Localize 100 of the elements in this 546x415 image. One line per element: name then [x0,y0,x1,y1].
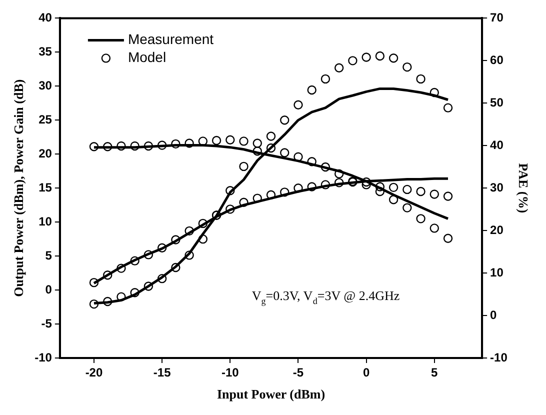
point [157,274,167,284]
y-tick-label: 25 [38,112,52,126]
point [348,56,358,66]
y-tick-label: 20 [38,146,52,160]
point [307,85,316,95]
point [334,169,344,178]
y-tick-label: 10 [38,214,52,228]
point [402,62,412,72]
x-axis-title: Input Power (dBm) [216,386,326,402]
y2-axis-title: PAE (%) [516,163,531,214]
point [388,195,398,204]
point [116,292,126,302]
y2-tick-label: 30 [490,180,504,194]
y2-tick-label: 40 [490,138,504,152]
point [103,296,112,306]
x-tick-label: -20 [85,366,103,380]
legend-label: Model [128,49,166,66]
point [443,103,453,112]
point [307,156,316,166]
point [116,264,126,273]
point [362,177,371,187]
point [226,135,235,144]
point [430,190,439,199]
point [307,182,316,192]
y2-tick-label: 20 [490,222,504,237]
y-axis-title: Output Power (dBm), Power Gain (dB) [11,79,26,297]
point [375,182,385,192]
y-tick-label: 5 [45,248,52,262]
point [375,51,385,61]
point [89,299,99,309]
y-tick-label: 30 [38,78,52,92]
y-tick-label: 40 [38,10,52,25]
point [184,250,194,260]
point [130,256,140,266]
point [239,198,248,207]
point [334,63,344,72]
point [89,142,99,152]
point [402,184,412,194]
point [280,188,290,197]
point [443,192,453,201]
x-tick-label: 5 [431,366,438,380]
y2-tick-label: 60 [490,52,504,67]
x-tick-label: 0 [362,366,370,380]
point [388,54,398,63]
point [171,262,180,272]
point [198,136,208,146]
point [130,141,140,151]
point [103,270,112,280]
y-tick-label: 0 [45,282,52,296]
point [443,234,453,243]
point [252,146,262,156]
point [144,250,154,260]
point [266,143,276,153]
point [184,138,194,148]
point [294,152,303,162]
legend-label: Measurement [128,31,214,48]
point [430,224,439,233]
point [430,88,439,98]
point [402,203,412,212]
y2-tick-label: 0 [490,308,498,322]
point [320,162,330,172]
point [294,100,303,110]
x-tick-label: -10 [221,366,240,380]
x-tick-label: -15 [153,366,172,380]
point [171,139,180,149]
point [294,184,303,193]
y-tick-label: -5 [41,316,52,330]
point [252,194,262,203]
point [280,148,290,158]
point [239,162,248,172]
point [320,180,330,190]
point [320,74,330,84]
point [103,142,112,152]
point [144,282,154,291]
y-tick-label: 15 [38,180,52,194]
point [416,74,426,84]
point [144,141,154,151]
point [157,140,167,150]
point [334,178,344,188]
point [89,278,99,288]
point [116,141,126,151]
x-tick-label: -5 [292,366,304,380]
y-tick-label: -10 [34,350,52,364]
point [416,186,426,196]
point [416,214,426,224]
y2-tick-label: -10 [490,350,508,364]
point [280,116,290,125]
point [239,136,248,146]
y2-tick-label: 70 [490,10,504,25]
point [362,52,371,62]
point [226,186,235,196]
y2-tick-label: 10 [490,265,504,280]
point [198,218,208,228]
point [252,138,262,148]
point [157,243,167,253]
point [212,136,222,146]
y-tick-label: 35 [38,44,52,58]
y2-tick-label: 50 [490,95,504,110]
point [130,288,140,298]
point [226,204,235,214]
